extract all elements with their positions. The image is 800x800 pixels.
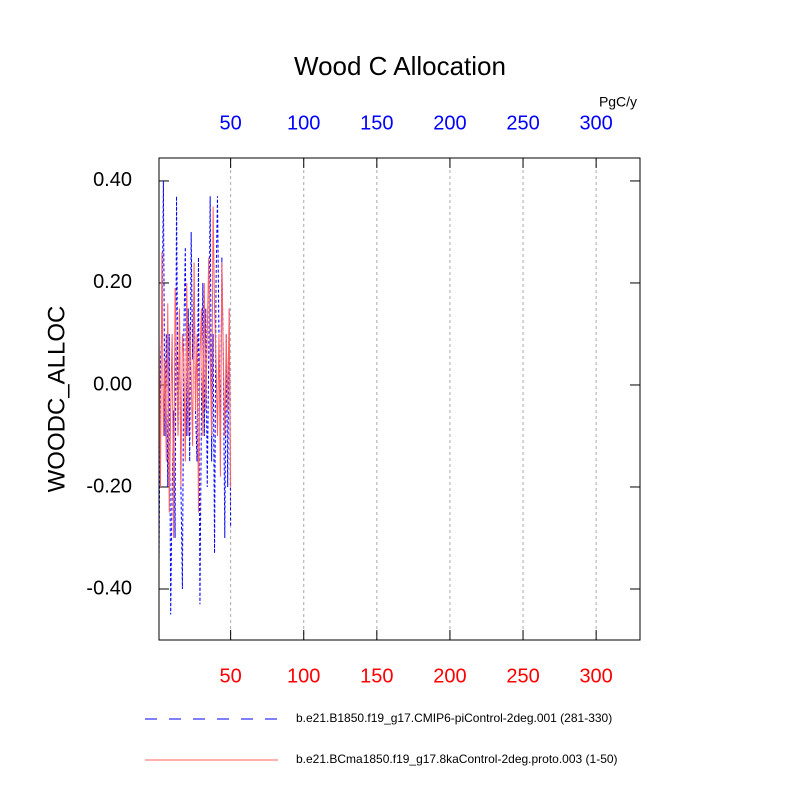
y-tick-label: 0.00 <box>93 373 132 395</box>
y-tick-label: -0.40 <box>86 577 132 599</box>
top-tick-label: 200 <box>433 112 466 134</box>
y-axis-label: WOODC_ALLOC <box>43 306 70 493</box>
top-tick-label: 150 <box>360 112 393 134</box>
top-tick-label: 100 <box>287 112 320 134</box>
chart-title: Wood C Allocation <box>294 51 506 81</box>
legend-label: b.e21.BCma1850.f19_g17.8kaControl-2deg.p… <box>296 752 618 766</box>
x-tick-label: 250 <box>506 665 539 687</box>
x-tick-label: 300 <box>579 665 612 687</box>
series-line <box>158 206 232 538</box>
y-tick-label: -0.20 <box>86 475 132 497</box>
top-tick-label: 50 <box>220 112 242 134</box>
y-tick-label: 0.20 <box>93 271 132 293</box>
top-axis-label: PgC/y <box>599 94 637 110</box>
legend-label: b.e21.B1850.f19_g17.CMIP6-piControl-2deg… <box>296 711 612 725</box>
x-tick-label: 100 <box>287 665 320 687</box>
y-tick-label: 0.40 <box>93 169 132 191</box>
x-tick-label: 200 <box>433 665 466 687</box>
x-tick-label: 50 <box>220 665 242 687</box>
plot-frame <box>158 157 641 641</box>
x-tick-label: 150 <box>360 665 393 687</box>
top-tick-label: 250 <box>506 112 539 134</box>
top-tick-label: 300 <box>579 112 612 134</box>
